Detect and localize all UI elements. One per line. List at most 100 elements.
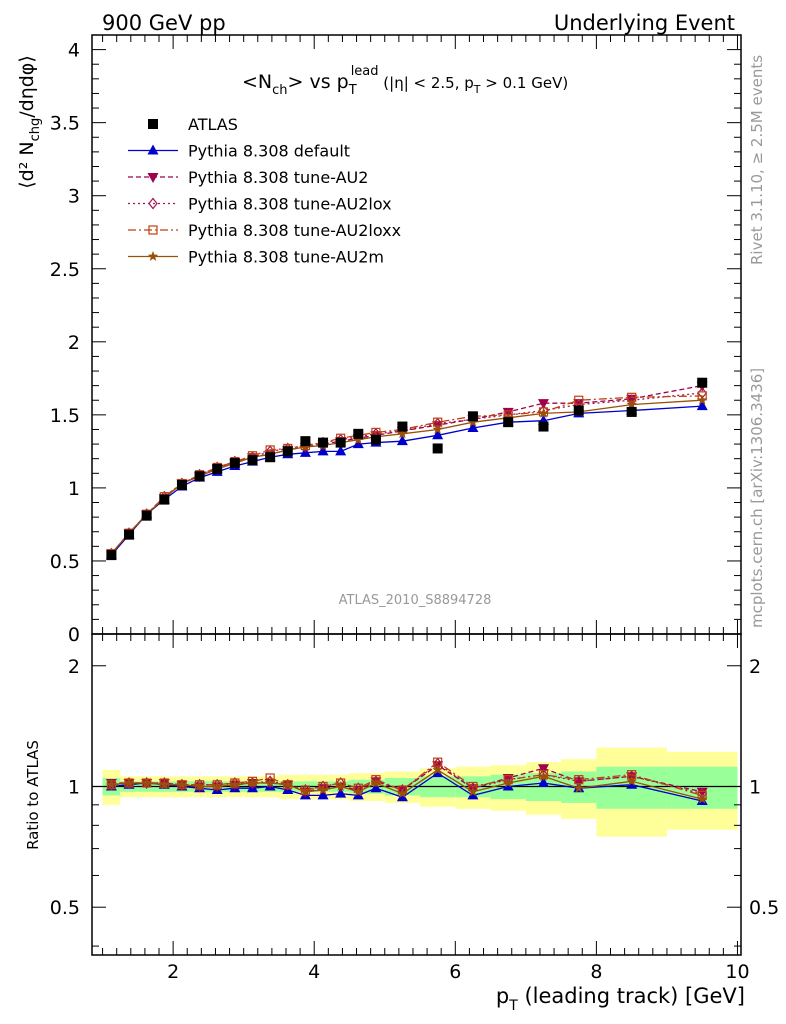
ratio-plot <box>92 757 741 806</box>
header-left: 900 GeV pp <box>102 11 226 35</box>
point-data <box>265 452 276 463</box>
point-au2 <box>537 399 549 410</box>
ratio-point-au2m <box>123 777 135 788</box>
point-default <box>432 429 444 440</box>
ratio-point-au2m <box>141 777 152 788</box>
x-axis-label: pT (leading track) [GeV] <box>496 984 745 1014</box>
legend-label: Pythia 8.308 tune-AU2lox <box>188 195 392 214</box>
ratio-point-default <box>317 789 329 800</box>
point-data <box>141 510 152 521</box>
ratio-point-au2m <box>282 779 293 790</box>
ratio-point-au2lox <box>194 778 205 791</box>
header-right: Underlying Event <box>554 11 735 35</box>
ratio-point-au2lox <box>212 778 222 791</box>
ratio-point-au2m <box>353 786 364 797</box>
ratio-point-au2m <box>194 781 205 791</box>
point-au2m <box>353 434 364 445</box>
ratio-point-au2lox <box>300 784 311 796</box>
point-default <box>317 445 329 456</box>
x-tick-label: 10 <box>725 961 749 983</box>
ratio-point-au2m <box>697 793 708 804</box>
point-au2m <box>626 399 637 410</box>
mcplots-label: mcplots.cern.ch [arXiv:1306.3436] <box>748 368 766 628</box>
legend-marker-au2lox <box>148 197 158 210</box>
ratio-point-au2m <box>538 770 549 781</box>
ratio-y-ticks: 0.5 0.5 1 1 2 2 <box>50 656 779 947</box>
point-data <box>229 458 240 469</box>
ratio-y-tick-label: 2 <box>68 656 80 678</box>
ratio-point-au2m <box>247 777 258 788</box>
ratio-point-default <box>467 789 479 800</box>
legend-marker-au2loxx <box>148 225 158 235</box>
ratio-y-tick-label-right: 0.5 <box>749 897 779 919</box>
main-plot <box>105 377 708 561</box>
ratio-point-default <box>396 791 408 802</box>
point-data <box>282 446 293 457</box>
point-data <box>300 436 311 447</box>
ratio-point-au2m <box>176 779 188 790</box>
y-tick-label: 1.5 <box>50 405 80 427</box>
y-axis-label-top: ⟨d² Nchg/dηdφ⟩ <box>16 55 43 189</box>
point-au2m <box>300 441 311 452</box>
y-tick-label: 3 <box>68 186 80 208</box>
ratio-series-au2m <box>106 764 708 804</box>
plot-title: <Nch> vs pTlead (|η| < 2.5, pT > 0.1 GeV… <box>242 64 568 98</box>
ratio-y-tick-label-right: 1 <box>749 776 761 798</box>
ratio-point-au2m <box>317 784 329 795</box>
rivet-label: Rivet 3.1.10, ≥ 2.5M events <box>748 55 766 265</box>
ratio-point-au2lox <box>159 777 170 789</box>
legend-label: Pythia 8.308 default <box>188 142 350 161</box>
point-data <box>106 550 117 561</box>
ratio-point-au2m <box>212 781 223 791</box>
point-data <box>176 479 187 490</box>
point-data <box>697 377 708 388</box>
ratio-point-au2m <box>573 782 584 793</box>
ratio-point-default <box>626 778 638 789</box>
point-au2m <box>397 428 408 439</box>
point-au2m <box>467 416 479 427</box>
legend-label: Pythia 8.308 tune-AU2 <box>188 168 368 187</box>
ratio-frame <box>91 633 742 956</box>
ratio-point-au2m <box>229 779 241 790</box>
x-ticks: 2 4 6 8 10 <box>102 35 750 983</box>
legend-marker-data <box>148 119 158 129</box>
legend-label: Pythia 8.308 tune-AU2loxx <box>188 221 401 240</box>
y-tick-label: 3.5 <box>50 113 80 135</box>
legend-entry-au2m: Pythia 8.308 tune-AU2m <box>128 248 384 267</box>
point-data <box>573 405 584 416</box>
x-tick-label: 2 <box>167 961 179 983</box>
legend-entry-data: ATLAS <box>148 115 238 134</box>
point-data <box>212 463 223 474</box>
x-tick-label: 6 <box>449 961 461 983</box>
legend: ATLAS Pythia 8.308 default Pythia 8.308 tu… <box>128 115 401 267</box>
ratio-point-au2m <box>264 777 276 788</box>
ratio-y-tick-label-right: 2 <box>749 656 761 678</box>
ratio-point-au2lox <box>230 777 240 789</box>
point-default <box>335 445 347 456</box>
legend-marker-au2 <box>147 173 159 183</box>
y-tick-label: 1 <box>68 478 80 500</box>
y-tick-label: 2 <box>68 332 80 354</box>
ratio-point-au2m <box>503 777 514 788</box>
ratio-point-au2m <box>432 764 443 775</box>
point-data <box>538 421 549 432</box>
point-data <box>432 443 443 454</box>
series-data <box>106 377 708 561</box>
point-data <box>626 406 637 417</box>
point-data <box>124 529 135 540</box>
ratio-point-default <box>335 787 347 798</box>
y-tick-label: 0.5 <box>50 551 80 573</box>
point-data <box>194 471 205 482</box>
y-axis-label-ratio: Ratio to ATLAS <box>24 740 42 850</box>
point-data <box>397 421 408 432</box>
point-au2m <box>432 424 443 434</box>
point-data <box>335 437 346 448</box>
legend-label: ATLAS <box>188 115 238 134</box>
legend-marker-default <box>147 144 159 155</box>
ratio-point-au2m <box>300 786 311 797</box>
ratio-point-au2m <box>335 781 346 791</box>
ratio-point-au2m <box>467 786 479 797</box>
point-data <box>467 411 478 422</box>
point-au2m <box>538 407 549 418</box>
legend-entry-default: Pythia 8.308 default <box>128 142 350 161</box>
